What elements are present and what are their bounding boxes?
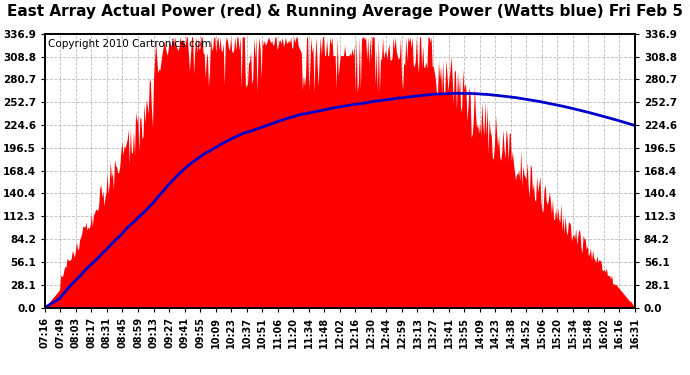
Text: Copyright 2010 Cartronics.com: Copyright 2010 Cartronics.com [48,39,211,49]
Text: East Array Actual Power (red) & Running Average Power (Watts blue) Fri Feb 5 17:: East Array Actual Power (red) & Running … [7,4,690,19]
